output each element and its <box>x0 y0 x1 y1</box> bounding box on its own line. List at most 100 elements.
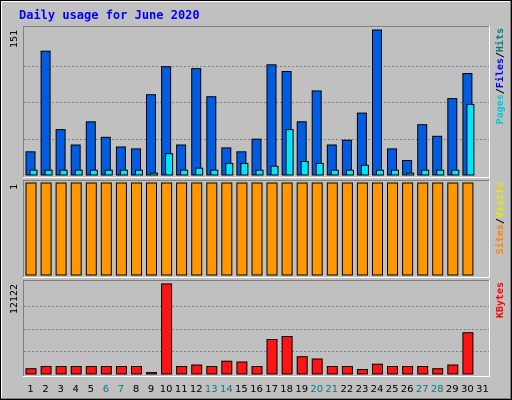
bar-hits-s2-day-4 <box>74 169 83 176</box>
x-tick-label-day-25: 25 <box>386 384 399 395</box>
bar-hits-s1-day-2 <box>40 50 51 176</box>
bar-hits-s2-day-14 <box>225 162 234 176</box>
legend-entry: / <box>495 52 506 58</box>
x-tick-label-day-8: 8 <box>133 384 139 395</box>
bar-kbytes-s1-day-13 <box>206 366 218 375</box>
bar-hits-s1-day-6 <box>100 136 111 176</box>
bar-kbytes-s1-day-25 <box>387 366 398 375</box>
bar-hits-s1-day-17 <box>266 64 277 176</box>
bar-kbytes-s1-day-4 <box>70 366 82 375</box>
bar-kbytes-s1-day-11 <box>176 366 188 375</box>
bar-hits-s1-day-16 <box>251 138 262 176</box>
bar-hits-s2-day-11 <box>180 169 189 176</box>
bar-visits-s1-day-27 <box>417 182 429 276</box>
bar-hits-s2-day-21 <box>330 169 339 176</box>
bar-visits-s1-day-26 <box>402 182 414 276</box>
bar-kbytes-s1-day-7 <box>115 366 127 375</box>
bar-kbytes-s1-day-17 <box>266 339 278 375</box>
bar-hits-s2-day-22 <box>345 169 354 176</box>
bar-hits-s2-day-13 <box>210 169 219 176</box>
bar-hits-s2-day-5 <box>89 169 98 176</box>
bar-hits-s2-day-29 <box>451 169 460 176</box>
x-tick-label-day-26: 26 <box>401 384 414 395</box>
bar-kbytes-s1-day-23 <box>356 369 368 375</box>
bar-hits-s2-day-25 <box>391 169 399 176</box>
x-tick-label-day-5: 5 <box>88 384 94 395</box>
bar-kbytes-s1-day-6 <box>100 366 112 375</box>
bar-kbytes-s1-day-5 <box>85 366 97 375</box>
bar-visits-s1-day-1 <box>25 182 37 276</box>
bar-kbytes-s1-day-9 <box>146 372 157 375</box>
bar-visits-s1-day-13 <box>206 182 218 276</box>
bar-kbytes-s1-day-19 <box>296 356 308 375</box>
x-tick-label-day-11: 11 <box>175 384 188 395</box>
bar-hits-s2-day-16 <box>255 169 264 176</box>
bar-hits-s2-day-24 <box>376 169 384 176</box>
bar-kbytes-s1-day-10 <box>161 283 173 375</box>
x-tick-label-day-14: 14 <box>220 384 233 395</box>
x-tick-label-day-3: 3 <box>58 384 64 395</box>
panel-visits-legend: Sites/Visits <box>494 182 506 254</box>
bar-hits-s2-day-10 <box>165 153 174 176</box>
x-tick-label-day-30: 30 <box>461 384 474 395</box>
x-tick-label-day-13: 13 <box>205 384 218 395</box>
bar-hits-s2-day-17 <box>270 165 279 176</box>
panel-hits-legend: Pages/Files/Hits <box>494 28 506 124</box>
bar-kbytes-s1-day-21 <box>326 366 338 375</box>
panel-kbytes-legend: KBytes <box>495 282 506 318</box>
x-tick-label-day-31: 31 <box>476 384 489 395</box>
bar-kbytes-s1-day-20 <box>311 358 323 375</box>
x-tick-label-day-21: 21 <box>325 384 338 395</box>
bar-kbytes-s1-day-3 <box>55 366 67 375</box>
bar-visits-s1-day-18 <box>281 182 293 276</box>
bar-hits-s2-day-7 <box>119 169 128 176</box>
bar-hits-s1-day-13 <box>206 96 217 176</box>
x-tick-label-day-28: 28 <box>431 384 444 395</box>
bar-hits-s2-day-23 <box>360 164 369 176</box>
bar-visits-s1-day-24 <box>372 182 383 276</box>
bar-kbytes-s1-day-24 <box>372 363 383 375</box>
x-tick-label-day-18: 18 <box>280 384 293 395</box>
bar-visits-s1-day-22 <box>341 182 353 276</box>
x-tick-label-day-9: 9 <box>148 384 154 395</box>
legend-entry: / <box>495 218 506 224</box>
bar-kbytes-s1-day-16 <box>251 366 263 375</box>
bar-visits-s1-day-25 <box>387 182 398 276</box>
panel-kbytes-ymax-label: 12122 <box>9 284 20 314</box>
x-tick-label-day-15: 15 <box>235 384 248 395</box>
bar-kbytes-s1-day-12 <box>191 364 203 375</box>
bar-hits-s1-day-12 <box>191 68 202 176</box>
bar-kbytes-s1-day-29 <box>447 364 459 375</box>
bar-visits-s1-day-20 <box>311 182 323 276</box>
x-tick-label-day-1: 1 <box>27 384 33 395</box>
bar-hits-s1-day-9 <box>146 94 156 176</box>
legend-entry: KBytes <box>495 282 506 318</box>
panel-visits: 1 Sites/Visits <box>9 180 506 278</box>
x-tick-label-day-20: 20 <box>310 384 323 395</box>
bar-hits-s1-day-24 <box>372 29 382 176</box>
x-tick-label-day-19: 19 <box>295 384 308 395</box>
bar-kbytes-s1-day-28 <box>432 368 444 375</box>
legend-entry: Hits <box>494 28 506 52</box>
bar-kbytes-s1-day-14 <box>221 360 233 375</box>
x-tick-label-day-7: 7 <box>118 384 124 395</box>
bar-hits-s2-day-26 <box>406 172 415 176</box>
bar-visits-s1-day-10 <box>161 182 173 276</box>
bar-visits-s1-day-19 <box>296 182 308 276</box>
bar-kbytes-s1-day-1 <box>25 368 37 375</box>
bar-hits-s1-day-28 <box>432 135 443 176</box>
bar-kbytes-s1-day-30 <box>462 332 474 375</box>
bar-hits-s1-day-20 <box>311 90 322 176</box>
bar-visits-s1-day-3 <box>55 182 67 276</box>
panel-kbytes: 12122 KBytes <box>9 280 506 377</box>
chart-title: Daily usage for June 2020 <box>19 8 200 22</box>
legend-entry: Sites <box>494 224 506 254</box>
bar-visits-s1-day-17 <box>266 182 278 276</box>
bar-kbytes-s1-day-26 <box>402 366 414 375</box>
bar-hits-s2-day-1 <box>29 169 38 176</box>
x-tick-label-day-12: 12 <box>190 384 203 395</box>
bar-hits-s2-day-9 <box>150 172 158 176</box>
